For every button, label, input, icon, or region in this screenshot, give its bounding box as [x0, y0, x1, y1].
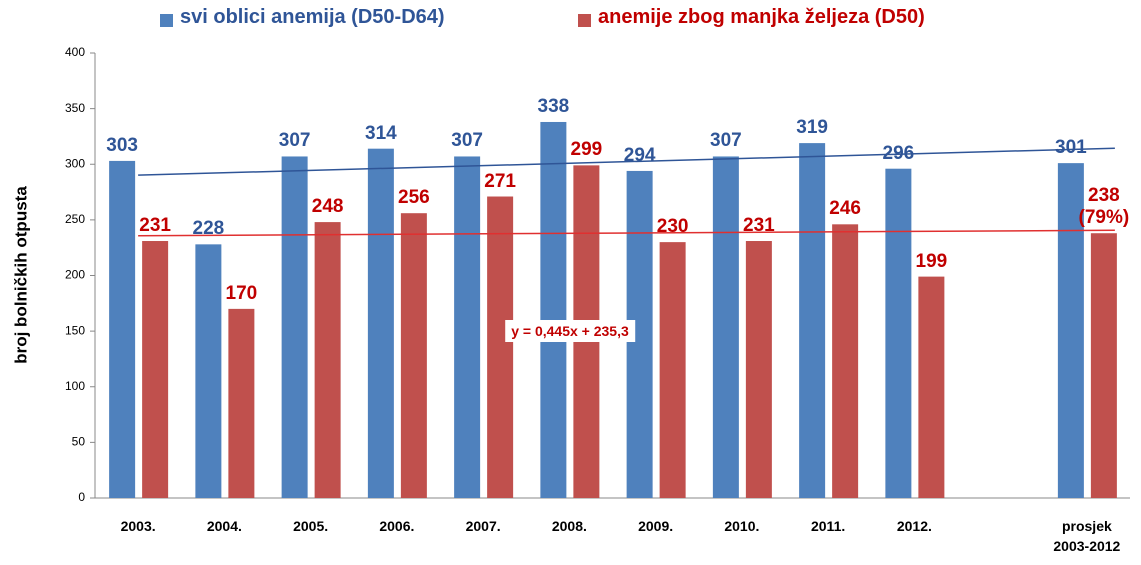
y-tick-label: 300	[65, 156, 85, 170]
legend-label: anemije zbog manjka željeza (D50)	[598, 6, 925, 28]
x-tick-label: 2012.	[896, 518, 932, 534]
x-tick-label: 2008.	[551, 518, 587, 534]
data-label: 307	[451, 130, 483, 152]
y-tick-label: 150	[65, 323, 85, 337]
data-label: 307	[710, 130, 742, 152]
bar	[659, 242, 686, 498]
y-tick-label: 350	[65, 101, 85, 115]
y-tick-label: 250	[65, 212, 85, 226]
x-tick-label: 2005.	[293, 518, 329, 534]
bar	[281, 156, 308, 498]
trendline	[138, 147, 1115, 176]
bar	[228, 308, 255, 498]
x-tick-label: 2004.	[206, 518, 242, 534]
data-label: 231	[743, 215, 775, 236]
legend-label: svi oblici anemija (D50-D64)	[180, 6, 445, 28]
bar	[367, 148, 394, 499]
bar	[195, 244, 222, 498]
data-label: 303	[106, 134, 138, 156]
legend-swatch	[578, 14, 591, 27]
data-label: 246	[829, 198, 861, 220]
x-tick-label: 2010.	[724, 518, 760, 534]
data-label: 248	[311, 196, 344, 218]
data-label: 294	[623, 144, 656, 166]
data-label: 231	[139, 215, 171, 236]
bar	[832, 224, 859, 498]
data-label: 299	[570, 139, 603, 161]
data-label: 199	[915, 250, 948, 272]
data-label: 230	[656, 216, 689, 238]
data-label: 238 (79%)	[1078, 185, 1130, 229]
bar	[400, 213, 427, 498]
x-tick-label: 2009.	[638, 518, 674, 534]
bar	[712, 156, 739, 498]
data-label: 296	[882, 142, 915, 164]
x-tick-label: 2003.	[120, 518, 156, 534]
data-label: 319	[796, 117, 828, 139]
trend-equation: y = 0,445x + 235,3	[505, 320, 635, 343]
bar	[142, 241, 169, 498]
data-label: 228	[192, 218, 225, 240]
trendline	[138, 229, 1115, 237]
bar	[1090, 233, 1117, 498]
data-label: 338	[537, 95, 570, 117]
data-label: 314	[365, 122, 397, 144]
y-axis-label: broj bolničkih otpusta	[11, 186, 30, 364]
x-tick-label: 2007.	[465, 518, 501, 534]
bar	[918, 276, 945, 498]
bar	[540, 121, 567, 498]
y-tick-label: 50	[72, 435, 86, 449]
bar	[885, 168, 912, 498]
data-label: 256	[398, 187, 430, 209]
legend-swatch	[160, 14, 173, 27]
data-label: 271	[484, 170, 516, 192]
data-label: 170	[225, 282, 258, 304]
x-tick-label: prosjek 2003-2012	[1053, 518, 1121, 554]
y-tick-label: 100	[65, 379, 85, 393]
y-tick-label: 0	[78, 490, 85, 504]
x-tick-label: 2006.	[379, 518, 415, 534]
y-tick-label: 200	[65, 268, 85, 282]
bar	[314, 222, 341, 498]
bar	[109, 160, 136, 498]
x-tick-label: 2011.	[810, 518, 846, 534]
bar	[1057, 163, 1084, 498]
bar	[454, 156, 481, 498]
bar	[799, 143, 826, 499]
bar	[745, 241, 772, 498]
data-label: 307	[278, 130, 311, 152]
bar	[487, 196, 514, 498]
data-label: 301	[1055, 137, 1087, 159]
y-tick-label: 400	[65, 45, 85, 59]
